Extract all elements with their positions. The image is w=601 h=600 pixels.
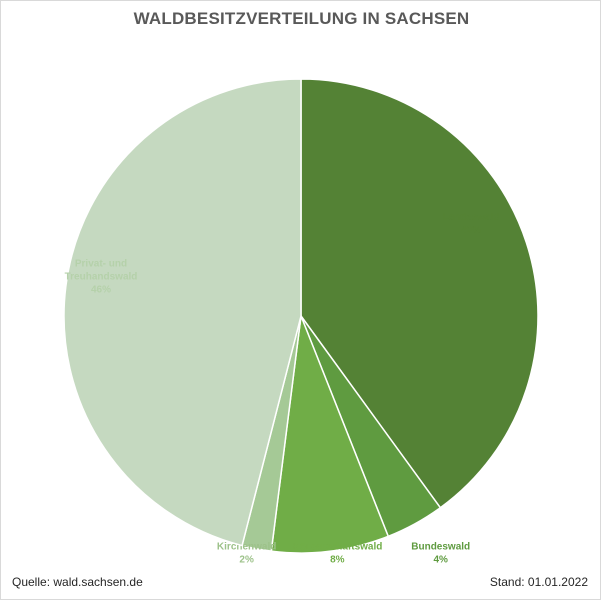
data-label-value: 4% — [433, 555, 448, 566]
source-note: Quelle: wald.sachsen.de — [12, 575, 143, 589]
data-label-category: Treuhandswald — [65, 272, 138, 283]
data-label-value: 40% — [461, 225, 481, 236]
pie-slice-koerperschaftswald — [270, 315, 389, 554]
data-label-value: 8% — [330, 555, 345, 566]
data-label-category: Privat- und — [75, 259, 127, 270]
data-label-kirchenwald: Kirchenwald 2% — [217, 542, 276, 566]
pie-slice-privat-und-treuhandswald — [63, 78, 302, 547]
chart-title: WALDBESITZVERTEILUNG IN SACHSEN — [133, 9, 470, 28]
data-label-category: Landeswald — [442, 212, 499, 223]
data-label-value: 46% — [91, 285, 111, 296]
pie-slice-landeswald — [300, 78, 539, 509]
data-label-koerperschaftswald: Körperschaftswald 8% — [292, 542, 382, 566]
data-label-privat-und-treuhandswald: Privat- und Treuhandswald 46% — [65, 259, 138, 296]
date-note: Stand: 01.01.2022 — [489, 575, 588, 589]
data-label-bundeswald: Bundeswald 4% — [411, 542, 470, 566]
data-label-category: Bundeswald — [411, 542, 470, 553]
data-label-category: Kirchenwald — [217, 542, 276, 553]
data-label-landeswald: Landeswald 40% — [442, 212, 499, 236]
data-label-category: Körperschaftswald — [292, 542, 382, 553]
data-label-value: 2% — [239, 555, 254, 566]
